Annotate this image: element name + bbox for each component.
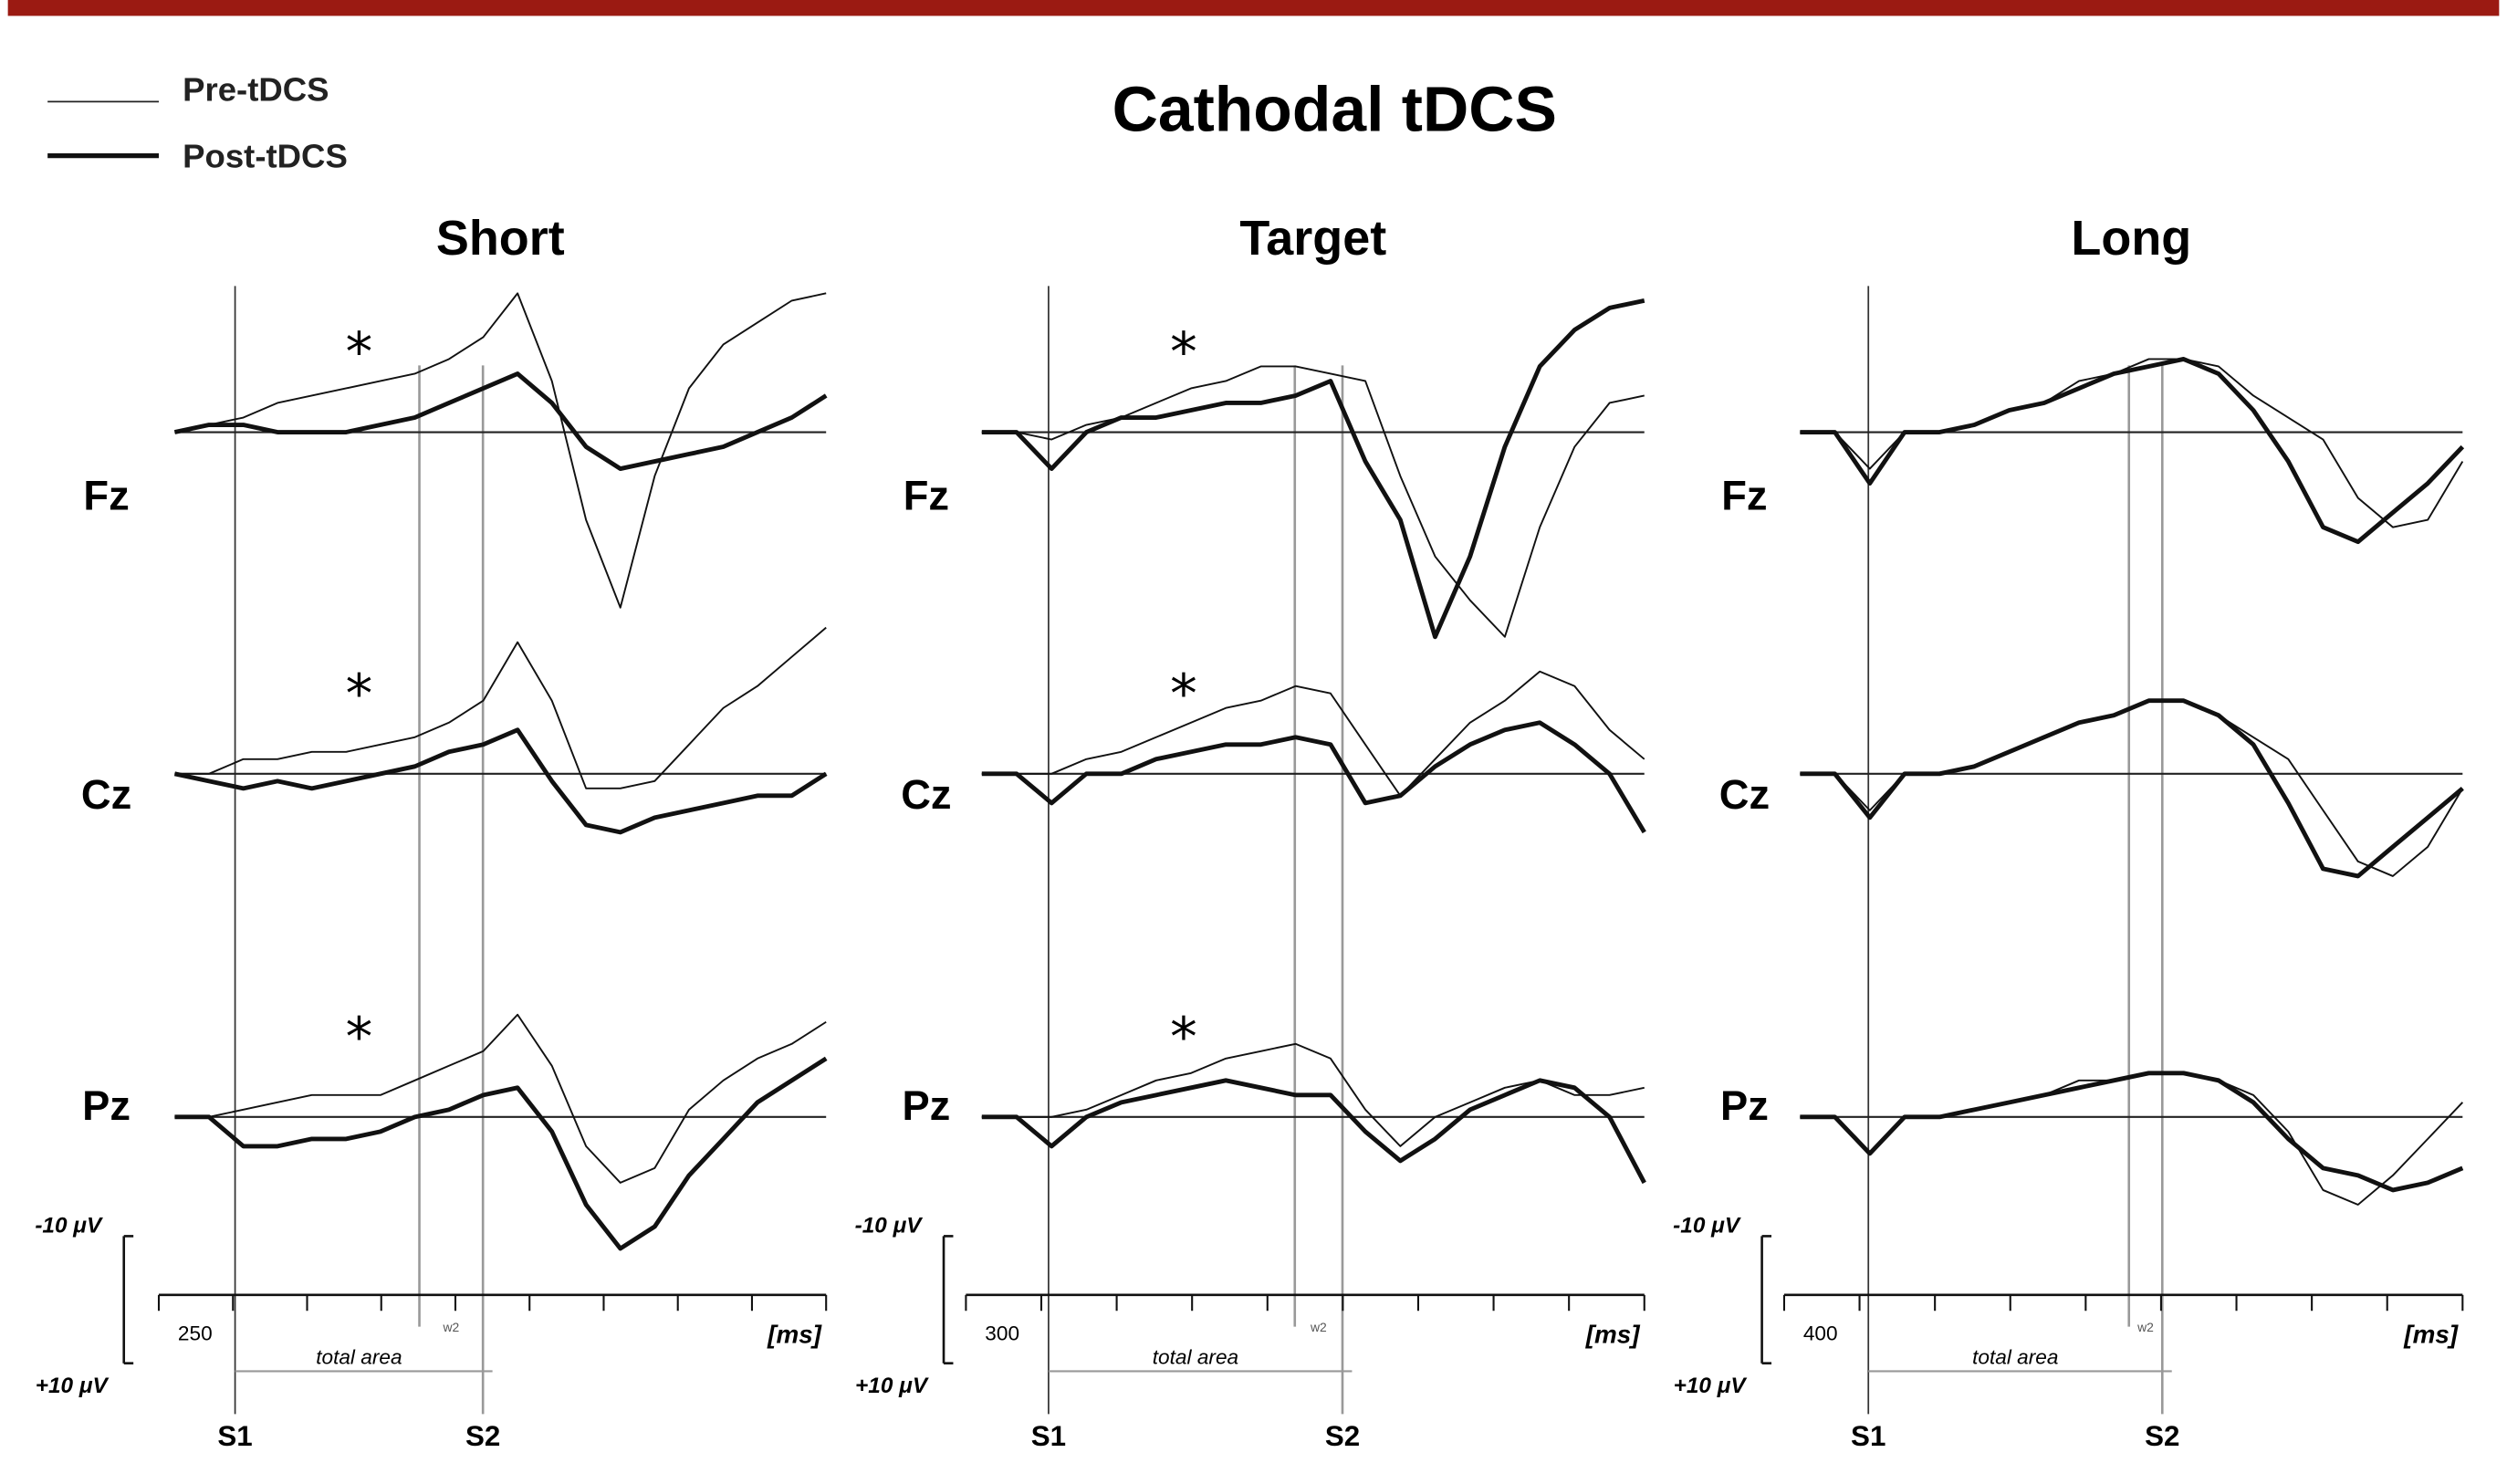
channel-label: Pz bbox=[1720, 1082, 1769, 1129]
channel-label: Pz bbox=[82, 1082, 131, 1129]
waveform bbox=[981, 670, 1645, 797]
window-label: w2 bbox=[2136, 1320, 2154, 1334]
axis-start: 300 bbox=[985, 1322, 1019, 1344]
waveform bbox=[173, 371, 828, 472]
area-label: total area bbox=[316, 1345, 402, 1368]
waveform bbox=[1800, 1071, 2464, 1193]
scale-label: +10 μV bbox=[855, 1374, 929, 1398]
panel-title: Short bbox=[436, 211, 565, 266]
asterisk: * bbox=[1170, 320, 1197, 383]
axis-unit: [ms] bbox=[767, 1320, 823, 1348]
asterisk: * bbox=[346, 320, 373, 383]
scale-label: -10 μV bbox=[855, 1213, 924, 1238]
window-label: w2 bbox=[442, 1320, 459, 1334]
s1-label: S1 bbox=[1031, 1420, 1066, 1452]
waveform bbox=[174, 626, 827, 789]
axis-start: 250 bbox=[178, 1322, 213, 1344]
panel-title: Target bbox=[1239, 211, 1386, 266]
waveform bbox=[173, 727, 828, 835]
waveform bbox=[174, 1013, 827, 1184]
asterisk: * bbox=[1170, 662, 1197, 725]
waveform bbox=[1800, 1071, 2464, 1206]
scale-label: +10 μV bbox=[36, 1374, 110, 1398]
channel-label: Fz bbox=[904, 473, 949, 519]
channel-label: Cz bbox=[1719, 771, 1770, 818]
waveform bbox=[1800, 698, 2464, 879]
waveform bbox=[981, 1078, 1646, 1185]
area-label: total area bbox=[1972, 1345, 2058, 1368]
waveform bbox=[981, 365, 1645, 638]
area-label: total area bbox=[1153, 1345, 1238, 1368]
axis-start: 400 bbox=[1803, 1322, 1838, 1344]
asterisk: * bbox=[346, 1005, 373, 1068]
waveform bbox=[981, 298, 1645, 640]
figure-title: Cathodal tDCS bbox=[1112, 74, 1557, 145]
waveform bbox=[174, 1056, 828, 1251]
channel-label: Fz bbox=[1721, 473, 1767, 519]
axis-unit: [ms] bbox=[2403, 1320, 2460, 1348]
s1-label: S1 bbox=[1851, 1420, 1885, 1452]
s2-label: S2 bbox=[2145, 1420, 2179, 1452]
asterisk: * bbox=[346, 662, 373, 725]
s2-label: S2 bbox=[1325, 1420, 1360, 1452]
scale-label: +10 μV bbox=[1674, 1374, 1748, 1398]
s2-label: S2 bbox=[465, 1420, 500, 1452]
legend-label: Post-tDCS bbox=[183, 138, 348, 175]
channel-label: Fz bbox=[83, 473, 129, 519]
channel-label: Cz bbox=[901, 771, 951, 818]
waveform bbox=[1800, 357, 2465, 545]
window-label: w2 bbox=[1310, 1320, 1327, 1334]
scale-label: -10 μV bbox=[35, 1213, 103, 1238]
waveform bbox=[981, 720, 1646, 834]
channel-label: Cz bbox=[81, 771, 131, 818]
waveform bbox=[1800, 699, 2464, 877]
waveform bbox=[174, 292, 827, 609]
panel-title: Long bbox=[2071, 211, 2191, 266]
s1-label: S1 bbox=[217, 1420, 252, 1452]
top-bar bbox=[7, 0, 2500, 16]
channel-label: Pz bbox=[902, 1082, 950, 1129]
asterisk: * bbox=[1170, 1005, 1197, 1068]
axis-unit: [ms] bbox=[1585, 1320, 1642, 1348]
legend-label: Pre-tDCS bbox=[183, 71, 329, 109]
scale-label: -10 μV bbox=[1673, 1213, 1741, 1238]
